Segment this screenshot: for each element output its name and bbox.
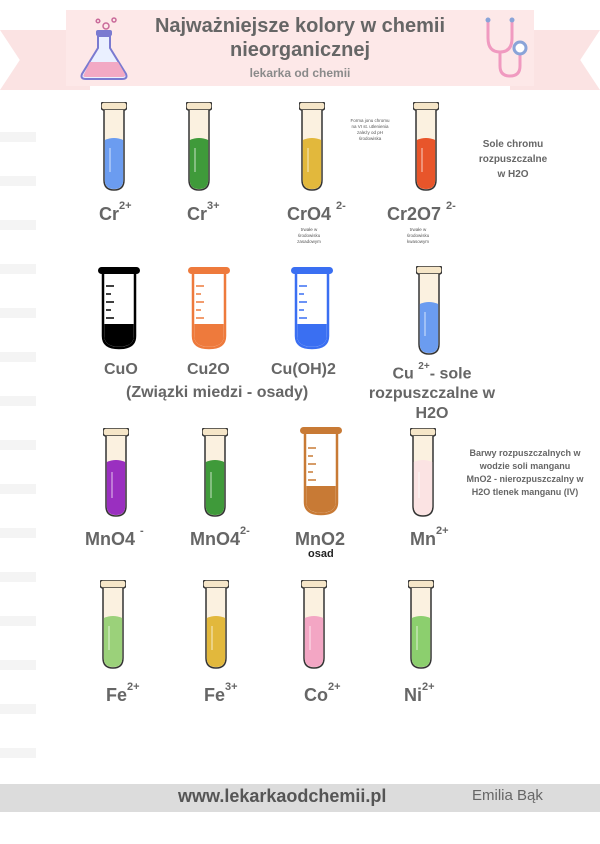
note-cro4-basic: trwałe w środowisku zasadowym [297, 227, 321, 244]
label-cuoh2: Cu(OH)2 [271, 361, 336, 378]
label-cr2plus: Cr2+ [99, 200, 132, 224]
flask-icon [80, 17, 128, 80]
tube-cr2plus [101, 102, 127, 191]
tube-fe3plus [203, 580, 229, 669]
label-cro4: CrO4 2- [287, 200, 346, 224]
note-manganese-salts: Barwy rozpuszczalnych w wodzie soli manga… [466, 448, 584, 497]
label-mno4: MnO4 - [85, 525, 144, 549]
stethoscope-icon [485, 17, 528, 78]
label-ni2plus: Ni2+ [404, 681, 435, 705]
tube-mno2 [300, 427, 342, 516]
tube-cro4 [299, 102, 325, 191]
tube-cuo [98, 267, 140, 350]
label-osad: osad [308, 548, 334, 560]
label-fe3plus: Fe3+ [204, 681, 238, 705]
label-fe2plus: Fe2+ [106, 681, 140, 705]
footer-author: Emilia Bąk [472, 787, 543, 804]
label-cuo: CuO [104, 361, 138, 378]
tube-cr3plus [186, 102, 212, 191]
note-cr2o7-acidic: trwałe w środowisku kwasowym [406, 227, 430, 244]
label-cr2o7: Cr2O7 2- [387, 200, 456, 224]
tube-cu2o [188, 267, 230, 350]
tube-fe2plus [100, 580, 126, 669]
tube-ni2plus [408, 580, 434, 669]
tube-mno4-2minus [202, 428, 228, 517]
label-mno2: MnO2 [295, 529, 346, 549]
tube-mn2plus [410, 428, 436, 517]
caption-copper-compounds: (Związki miedzi - osady) [126, 384, 309, 401]
tube-cr2o7 [413, 102, 439, 191]
label-mno4-2minus: MnO42- [190, 525, 250, 549]
note-chromium-vi: Forma jonu chromu na VI st. utlenienia za… [350, 118, 390, 141]
header-banner [66, 10, 534, 86]
label-cu2plus: Cu 2+- sole rozpuszczalne w H2O [368, 361, 496, 423]
footer-website-link[interactable]: www.lekarkaodchemii.pl [178, 786, 387, 806]
label-cr3plus: Cr3+ [187, 200, 220, 224]
label-cu2o: Cu2O [187, 361, 230, 378]
tube-co2plus [301, 580, 327, 669]
page-title: Najważniejsze kolory w chemii nieorganic… [154, 15, 446, 61]
page-subtitle: lekarka od chemii [249, 66, 351, 80]
tube-cu2plus [416, 266, 442, 355]
tube-cuoh2 [291, 267, 333, 350]
tube-mno4 [103, 428, 129, 517]
note-chromium-salts: Sole chromu rozpuszczalne w H2O [478, 139, 548, 180]
footer-bar [0, 784, 600, 812]
label-mn2plus: Mn2+ [410, 525, 449, 549]
label-co2plus: Co2+ [304, 681, 341, 705]
